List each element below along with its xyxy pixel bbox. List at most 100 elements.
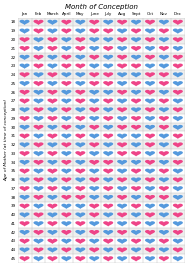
Polygon shape bbox=[89, 177, 99, 183]
Bar bbox=[18, 44, 185, 53]
Polygon shape bbox=[47, 125, 57, 130]
Polygon shape bbox=[75, 46, 85, 52]
Polygon shape bbox=[47, 64, 57, 69]
Polygon shape bbox=[47, 20, 57, 25]
Polygon shape bbox=[89, 256, 99, 262]
Polygon shape bbox=[173, 186, 183, 191]
Polygon shape bbox=[145, 134, 155, 139]
Polygon shape bbox=[173, 134, 183, 139]
Polygon shape bbox=[75, 213, 85, 218]
Polygon shape bbox=[159, 177, 169, 183]
Polygon shape bbox=[131, 160, 141, 165]
Polygon shape bbox=[145, 230, 155, 235]
Polygon shape bbox=[47, 248, 57, 253]
Polygon shape bbox=[47, 37, 57, 43]
Polygon shape bbox=[19, 195, 29, 200]
Polygon shape bbox=[145, 125, 155, 130]
Polygon shape bbox=[159, 213, 169, 218]
Polygon shape bbox=[145, 46, 155, 52]
Polygon shape bbox=[159, 107, 169, 113]
Polygon shape bbox=[89, 72, 99, 78]
Polygon shape bbox=[33, 72, 43, 78]
Polygon shape bbox=[89, 29, 99, 34]
Polygon shape bbox=[131, 151, 141, 156]
Polygon shape bbox=[145, 81, 155, 87]
Polygon shape bbox=[61, 248, 71, 253]
Polygon shape bbox=[131, 204, 141, 209]
Polygon shape bbox=[61, 116, 71, 121]
Polygon shape bbox=[75, 134, 85, 139]
Polygon shape bbox=[145, 256, 155, 262]
Polygon shape bbox=[173, 116, 183, 121]
Bar bbox=[18, 149, 185, 158]
Polygon shape bbox=[47, 116, 57, 121]
Polygon shape bbox=[131, 20, 141, 25]
Polygon shape bbox=[117, 125, 127, 130]
Polygon shape bbox=[75, 230, 85, 235]
Polygon shape bbox=[173, 221, 183, 227]
Polygon shape bbox=[19, 72, 29, 78]
Polygon shape bbox=[89, 151, 99, 156]
Polygon shape bbox=[19, 177, 29, 183]
Polygon shape bbox=[75, 195, 85, 200]
Polygon shape bbox=[19, 107, 29, 113]
Polygon shape bbox=[159, 72, 169, 78]
Polygon shape bbox=[33, 64, 43, 69]
Polygon shape bbox=[61, 221, 71, 227]
Polygon shape bbox=[159, 37, 169, 43]
Polygon shape bbox=[19, 213, 29, 218]
Polygon shape bbox=[33, 186, 43, 191]
Polygon shape bbox=[145, 160, 155, 165]
Polygon shape bbox=[103, 213, 113, 218]
Polygon shape bbox=[145, 186, 155, 191]
Polygon shape bbox=[159, 239, 169, 244]
Polygon shape bbox=[33, 29, 43, 34]
Polygon shape bbox=[131, 239, 141, 244]
Polygon shape bbox=[131, 186, 141, 191]
Polygon shape bbox=[75, 177, 85, 183]
Polygon shape bbox=[103, 55, 113, 60]
Polygon shape bbox=[145, 20, 155, 25]
Polygon shape bbox=[159, 160, 169, 165]
Polygon shape bbox=[159, 20, 169, 25]
Polygon shape bbox=[173, 204, 183, 209]
Polygon shape bbox=[61, 107, 71, 113]
Polygon shape bbox=[173, 213, 183, 218]
Polygon shape bbox=[89, 221, 99, 227]
Polygon shape bbox=[19, 186, 29, 191]
Polygon shape bbox=[131, 99, 141, 104]
Polygon shape bbox=[61, 125, 71, 130]
Polygon shape bbox=[61, 64, 71, 69]
Polygon shape bbox=[103, 99, 113, 104]
Polygon shape bbox=[117, 239, 127, 244]
Bar bbox=[18, 228, 185, 237]
Polygon shape bbox=[61, 20, 71, 25]
Polygon shape bbox=[173, 195, 183, 200]
Polygon shape bbox=[89, 134, 99, 139]
Polygon shape bbox=[19, 230, 29, 235]
Polygon shape bbox=[131, 248, 141, 253]
Polygon shape bbox=[159, 169, 169, 174]
Polygon shape bbox=[33, 142, 43, 148]
Polygon shape bbox=[47, 134, 57, 139]
Polygon shape bbox=[145, 55, 155, 60]
Polygon shape bbox=[159, 125, 169, 130]
Polygon shape bbox=[145, 221, 155, 227]
Polygon shape bbox=[47, 256, 57, 262]
Polygon shape bbox=[117, 195, 127, 200]
Polygon shape bbox=[33, 213, 43, 218]
Polygon shape bbox=[89, 169, 99, 174]
Polygon shape bbox=[159, 204, 169, 209]
Polygon shape bbox=[33, 20, 43, 25]
Bar bbox=[18, 26, 185, 35]
Polygon shape bbox=[173, 256, 183, 262]
Polygon shape bbox=[61, 186, 71, 191]
Polygon shape bbox=[75, 99, 85, 104]
Polygon shape bbox=[145, 37, 155, 43]
Polygon shape bbox=[103, 20, 113, 25]
Polygon shape bbox=[47, 239, 57, 244]
Polygon shape bbox=[75, 20, 85, 25]
Polygon shape bbox=[173, 125, 183, 130]
Polygon shape bbox=[131, 177, 141, 183]
Polygon shape bbox=[75, 55, 85, 60]
